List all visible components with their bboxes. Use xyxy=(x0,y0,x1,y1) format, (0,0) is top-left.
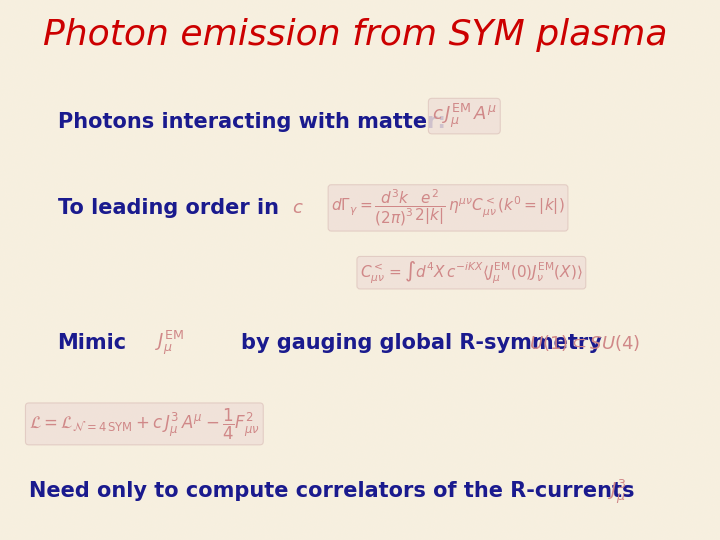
Text: $J_\mu^3$: $J_\mu^3$ xyxy=(608,477,627,505)
Text: $J_\mu^{\mathrm{EM}}$: $J_\mu^{\mathrm{EM}}$ xyxy=(155,329,184,357)
Text: by gauging global R-symmetry: by gauging global R-symmetry xyxy=(241,333,602,353)
Text: $\mathcal{L} = \mathcal{L}_{\mathcal{N}=4\,\mathrm{SYM}} + c\,J_\mu^3\,A^\mu - \: $\mathcal{L} = \mathcal{L}_{\mathcal{N}=… xyxy=(29,406,260,442)
Text: $c\, J_\mu^{\mathrm{EM}}\, A^\mu$: $c\, J_\mu^{\mathrm{EM}}\, A^\mu$ xyxy=(432,102,497,130)
Text: $c$: $c$ xyxy=(292,199,303,217)
Text: $U(1) \subset SU(4)$: $U(1) \subset SU(4)$ xyxy=(529,333,641,353)
Text: Photons interacting with matter:: Photons interacting with matter: xyxy=(58,111,446,132)
Text: Mimic: Mimic xyxy=(58,333,127,353)
Text: Need only to compute correlators of the R-currents: Need only to compute correlators of the … xyxy=(29,481,634,502)
Text: To leading order in: To leading order in xyxy=(58,198,279,218)
Text: Photon emission from SYM plasma: Photon emission from SYM plasma xyxy=(43,18,667,52)
Text: $d\Gamma_\gamma = \dfrac{d^3k}{(2\pi)^3}\dfrac{e^2}{2|k|}\,\eta^{\mu\nu}C^{<}_{\: $d\Gamma_\gamma = \dfrac{d^3k}{(2\pi)^3}… xyxy=(331,188,565,228)
Text: $C^{<}_{\mu\nu} = \int d^4X\,c^{-iKX}\langle J^{\mathrm{EM}}_\mu(0)J^{\mathrm{EM: $C^{<}_{\mu\nu} = \int d^4X\,c^{-iKX}\la… xyxy=(360,260,582,286)
